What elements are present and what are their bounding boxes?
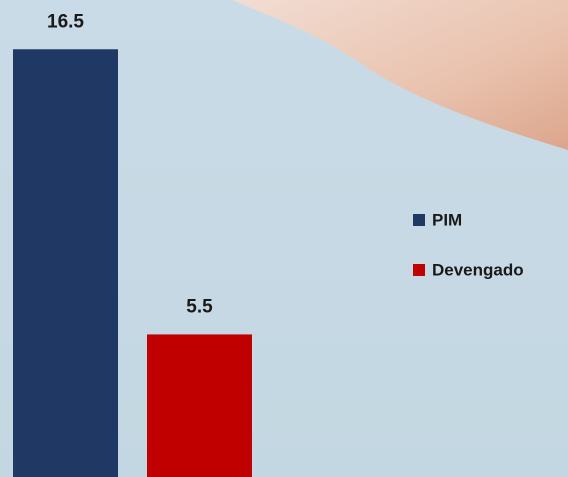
- plot-area: 16.5 5.5: [13, 11, 252, 477]
- background-shape: [232, 0, 568, 150]
- legend-label: PIM: [432, 210, 462, 229]
- legend-swatch: [413, 214, 425, 226]
- value-label: 16.5: [47, 11, 84, 32]
- bar: [13, 49, 118, 477]
- legend-label: Devengado: [432, 260, 524, 279]
- bar: [147, 334, 252, 477]
- value-label: 5.5: [186, 296, 213, 317]
- legend: PIM Devengado: [413, 210, 524, 279]
- legend-swatch: [413, 264, 425, 276]
